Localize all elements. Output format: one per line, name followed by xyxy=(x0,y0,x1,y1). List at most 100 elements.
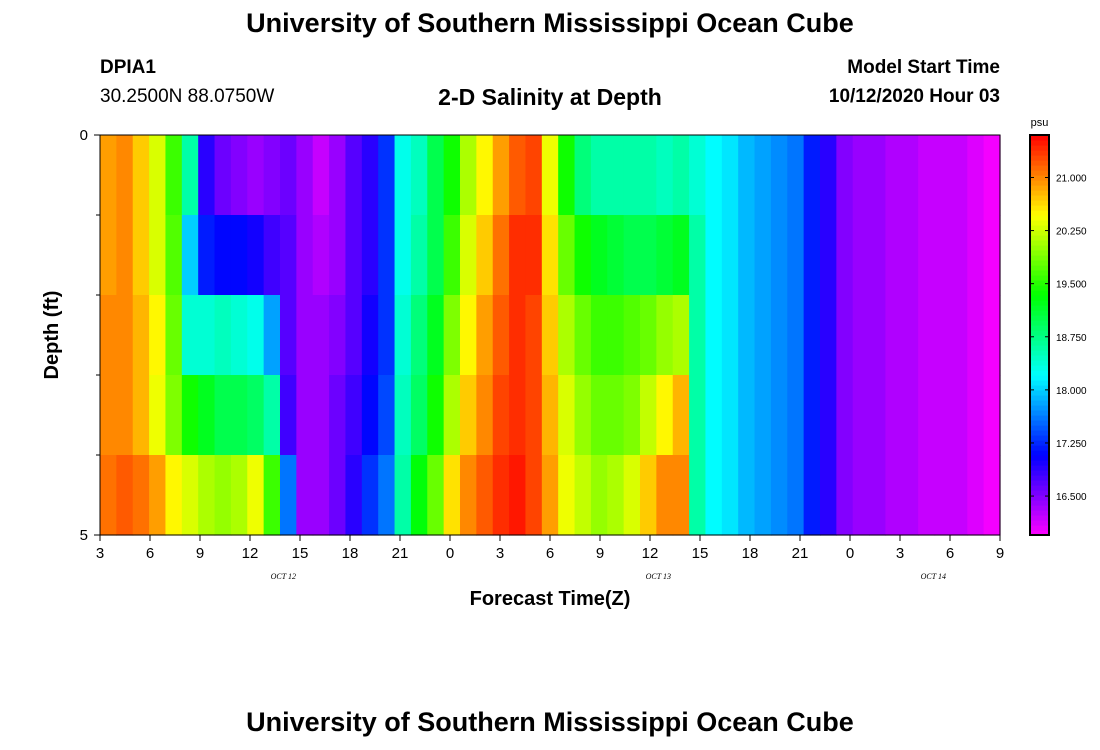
date-label: OCT 12 xyxy=(271,572,296,581)
heatmap-cell xyxy=(296,375,314,456)
heatmap-cell xyxy=(198,375,216,456)
heatmap-cell xyxy=(672,455,690,536)
heatmap-cell xyxy=(672,295,690,376)
heatmap-cell xyxy=(476,215,494,296)
heatmap-cell xyxy=(263,215,281,296)
heatmap-cell xyxy=(312,135,330,216)
heatmap-cell xyxy=(656,215,674,296)
heatmap-cell xyxy=(869,375,887,456)
heatmap-cell xyxy=(230,375,248,456)
heatmap-cell xyxy=(410,215,428,296)
heatmap-cell xyxy=(345,375,363,456)
heatmap-cell xyxy=(509,135,527,216)
heatmap-cell xyxy=(869,215,887,296)
heatmap-cell xyxy=(558,215,576,296)
heatmap-cell xyxy=(198,295,216,376)
heatmap-cell xyxy=(705,455,723,536)
heatmap-cell xyxy=(640,215,657,296)
colorbar-segment xyxy=(1030,310,1049,316)
heatmap-cell xyxy=(770,215,788,296)
heatmap-cell xyxy=(918,455,936,536)
heatmap-cell xyxy=(247,295,265,376)
heatmap-cell xyxy=(132,135,150,216)
colorbar-segment xyxy=(1030,170,1049,176)
colorbar-tick-label: 19.500 xyxy=(1056,280,1087,291)
heatmap-cell xyxy=(787,215,805,296)
heatmap-cell xyxy=(280,455,297,536)
heatmap-cell xyxy=(149,375,167,456)
y-tick-label: 0 xyxy=(80,127,88,144)
heatmap-cell xyxy=(623,215,641,296)
heatmap-cell xyxy=(312,295,330,376)
heatmap-cell xyxy=(492,375,510,456)
heatmap-cell xyxy=(983,375,1001,456)
colorbar-segment xyxy=(1030,260,1049,266)
heatmap-cell xyxy=(263,135,281,216)
heatmap-cell xyxy=(509,455,527,536)
heatmap-cell xyxy=(181,215,199,296)
heatmap-cell xyxy=(394,135,412,216)
heatmap-cell xyxy=(607,135,625,216)
colorbar-segment xyxy=(1030,285,1049,291)
colorbar-segment xyxy=(1030,530,1049,536)
heatmap-cell xyxy=(492,215,510,296)
model-start-value: 10/12/2020 Hour 03 xyxy=(828,86,1000,107)
colorbar-segment xyxy=(1030,410,1049,416)
heatmap-cell xyxy=(361,135,379,216)
heatmap-cell xyxy=(541,135,559,216)
heatmap-cell xyxy=(230,295,248,376)
colorbar-segment xyxy=(1030,415,1049,421)
heatmap-cell xyxy=(689,455,707,536)
heatmap-cell xyxy=(803,135,821,216)
heatmap-cell xyxy=(656,375,674,456)
x-tick-label: 3 xyxy=(896,545,904,562)
heatmap-cell xyxy=(345,295,363,376)
heatmap-cell xyxy=(460,215,477,296)
heatmap-cell xyxy=(623,455,641,536)
heatmap-cell xyxy=(934,135,952,216)
colorbar-segment xyxy=(1030,305,1049,311)
heatmap-cell xyxy=(525,455,543,536)
heatmap-cell xyxy=(247,135,265,216)
colorbar-segment xyxy=(1030,470,1049,476)
heatmap-cell xyxy=(623,295,641,376)
heatmap-cell xyxy=(541,215,559,296)
heatmap-cell xyxy=(754,375,772,456)
heatmap-cell xyxy=(574,375,592,456)
colorbar-segment xyxy=(1030,455,1049,461)
heatmap-cell xyxy=(934,295,952,376)
heatmap-cell xyxy=(672,375,690,456)
colorbar-segment xyxy=(1030,340,1049,346)
date-label: OCT 14 xyxy=(921,572,946,581)
heatmap-cell xyxy=(361,375,379,456)
x-tick-label: 21 xyxy=(392,545,409,562)
heatmap-cell xyxy=(312,375,330,456)
colorbar-segment xyxy=(1030,200,1049,206)
heatmap-cell xyxy=(247,215,265,296)
colorbar-segment xyxy=(1030,155,1049,161)
colorbar-segment xyxy=(1030,525,1049,531)
heatmap-cell xyxy=(770,135,788,216)
heatmap-cell xyxy=(525,375,543,456)
colorbar-segment xyxy=(1030,135,1049,141)
heatmap-cell xyxy=(132,215,150,296)
heatmap-cell xyxy=(640,135,657,216)
heatmap-cell xyxy=(394,295,412,376)
heatmap-cell xyxy=(132,375,150,456)
colorbar-segment xyxy=(1030,445,1049,451)
heatmap-cell xyxy=(427,455,445,536)
x-tick-label: 0 xyxy=(446,545,454,562)
heatmap-cell xyxy=(443,295,461,376)
colorbar-segment xyxy=(1030,360,1049,366)
heatmap-cell xyxy=(361,215,379,296)
colorbar-segment xyxy=(1030,190,1049,196)
colorbar: 21.000 20.250 19.500 18.750 18.000 17.250 16.5… xyxy=(1029,117,1087,536)
heatmap-cell xyxy=(820,215,837,296)
heatmap-cell xyxy=(574,295,592,376)
heatmap-cell xyxy=(885,455,903,536)
heatmap-cell xyxy=(607,215,625,296)
colorbar-segment xyxy=(1030,485,1049,491)
page-title: University of Southern Mississippi Ocean… xyxy=(246,8,854,38)
heatmap-cell xyxy=(574,455,592,536)
heatmap-cell xyxy=(427,295,445,376)
